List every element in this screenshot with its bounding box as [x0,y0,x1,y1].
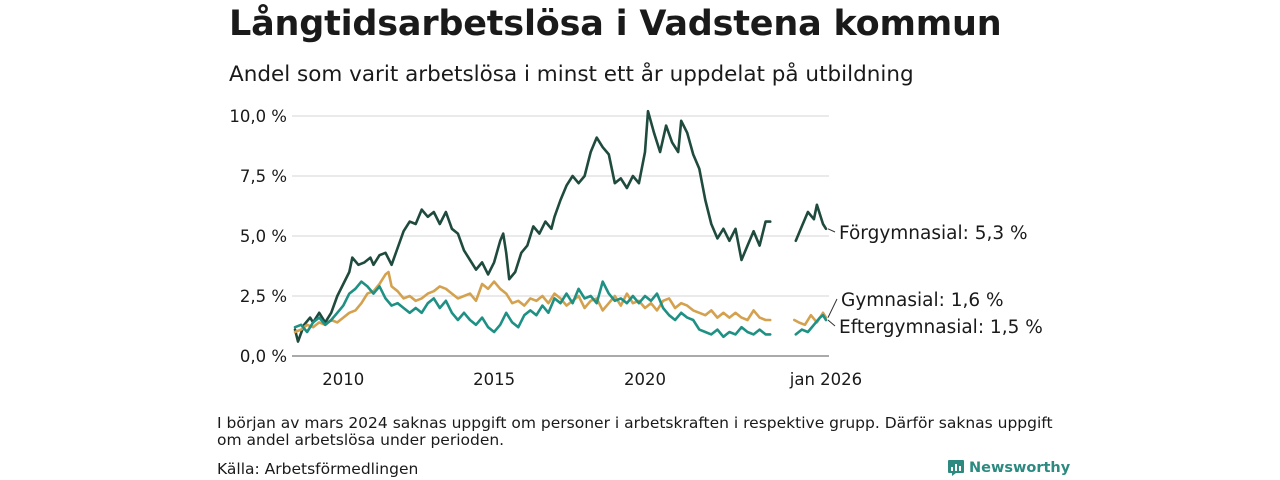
x-tick-label: 2015 [473,370,515,389]
gridlines [292,115,829,357]
x-tick-label: jan 2026 [789,370,862,389]
y-tick-label: 0,0 % [240,347,287,366]
chart-source: Källa: Arbetsförmedlingen [217,460,419,478]
series-label-gymnasial: Gymnasial: 1,6 % [841,290,1004,311]
series-line-eftergymnasial [794,313,828,336]
series-line-eftergymnasial [293,280,772,339]
series-gymnasial [293,270,828,334]
newsworthy-logo-icon [948,460,964,476]
brand-name: Newsworthy [969,460,1071,476]
y-tick-label: 10,0 % [229,107,287,126]
leader-line-forgymnasial [827,228,836,233]
series-forgymnasial [293,109,828,343]
brand-logo[interactable]: Newsworthy [947,459,1070,477]
series-line-gymnasial [293,270,772,334]
series-end-labels: Förgymnasial: 5,3 % Gymnasial: 1,6 % Efter… [827,223,1043,338]
series-label-eftergymnasial: Eftergymnasial: 1,5 % [839,317,1043,338]
line-chart: 0,0 % 2,5 % 5,0 % 7,5 % 10,0 % 2010 2015 2020 j… [229,107,1043,389]
y-axis: 0,0 % 2,5 % 5,0 % 7,5 % 10,0 % [229,107,287,366]
series-label-forgymnasial: Förgymnasial: 5,3 % [839,223,1028,244]
leader-line-eftergymnasial [827,319,836,327]
leader-line-gymnasial [827,298,838,318]
y-tick-label: 2,5 % [240,287,287,306]
y-tick-label: 7,5 % [240,167,287,186]
x-tick-label: 2010 [322,370,364,389]
series-line-forgymnasial [794,203,828,243]
series-lines [293,109,828,343]
chart-title: Långtidsarbetslösa i Vadstena kommun [229,4,1002,44]
series-line-gymnasial [793,311,828,327]
y-tick-label: 5,0 % [240,227,287,246]
x-axis: 2010 2015 2020 jan 2026 [322,370,862,389]
series-eftergymnasial [293,280,828,339]
series-line-forgymnasial [293,109,772,343]
chart-note: I början av mars 2024 saknas uppgift om … [217,414,1053,449]
chart-subtitle: Andel som varit arbetslösa i minst ett å… [229,62,914,87]
x-tick-label: 2020 [624,370,666,389]
